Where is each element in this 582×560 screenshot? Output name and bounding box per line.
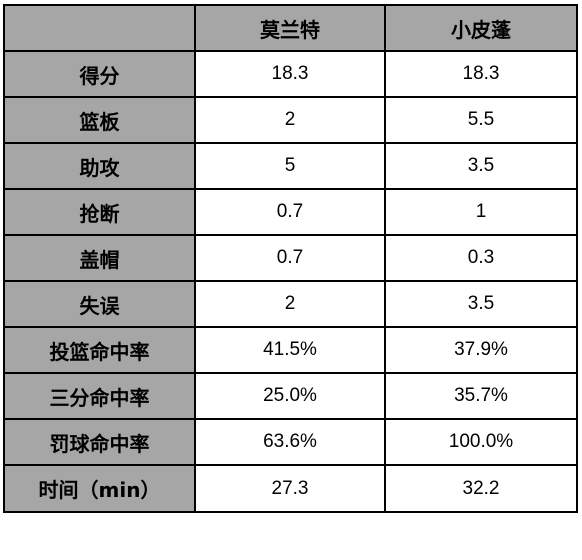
value-cell: 37.9% (384, 326, 578, 374)
value-cell: 32.2 (384, 464, 578, 513)
table-row: 篮板 2 5.5 (3, 96, 578, 144)
value-cell: 100.0% (384, 418, 578, 466)
value-cell: 0.3 (384, 234, 578, 282)
value-cell: 0.7 (194, 188, 386, 236)
value-cell: 27.3 (194, 464, 386, 513)
table-row: 盖帽 0.7 0.3 (3, 234, 578, 282)
row-label: 失误 (3, 280, 196, 328)
table-row: 罚球命中率 63.6% 100.0% (3, 418, 578, 466)
value-cell: 25.0% (194, 372, 386, 420)
row-label: 篮板 (3, 96, 196, 144)
row-label: 时间（min） (3, 464, 196, 513)
value-cell: 0.7 (194, 234, 386, 282)
value-cell: 35.7% (384, 372, 578, 420)
value-cell: 18.3 (384, 50, 578, 98)
value-cell: 18.3 (194, 50, 386, 98)
table-row: 得分 18.3 18.3 (3, 50, 578, 98)
value-cell: 1 (384, 188, 578, 236)
value-cell: 3.5 (384, 142, 578, 190)
value-cell: 5.5 (384, 96, 578, 144)
column-header-player-2: 小皮蓬 (384, 4, 578, 52)
value-cell: 41.5% (194, 326, 386, 374)
value-cell: 5 (194, 142, 386, 190)
corner-cell (3, 4, 196, 52)
value-cell: 3.5 (384, 280, 578, 328)
table-row: 三分命中率 25.0% 35.7% (3, 372, 578, 420)
value-cell: 2 (194, 280, 386, 328)
row-label: 抢断 (3, 188, 196, 236)
row-label: 三分命中率 (3, 372, 196, 420)
row-label: 罚球命中率 (3, 418, 196, 466)
table-row: 助攻 5 3.5 (3, 142, 578, 190)
value-cell: 63.6% (194, 418, 386, 466)
row-label: 投篮命中率 (3, 326, 196, 374)
row-label: 盖帽 (3, 234, 196, 282)
table-row: 失误 2 3.5 (3, 280, 578, 328)
table-row: 投篮命中率 41.5% 37.9% (3, 326, 578, 374)
table-row: 抢断 0.7 1 (3, 188, 578, 236)
row-label: 得分 (3, 50, 196, 98)
column-header-player-1: 莫兰特 (194, 4, 386, 52)
player-stats-table: 莫兰特 小皮蓬 得分 18.3 18.3 篮板 2 5.5 助攻 5 3.5 抢… (3, 4, 578, 513)
row-label: 助攻 (3, 142, 196, 190)
value-cell: 2 (194, 96, 386, 144)
table-row: 时间（min） 27.3 32.2 (3, 464, 578, 513)
header-row: 莫兰特 小皮蓬 (3, 4, 578, 52)
